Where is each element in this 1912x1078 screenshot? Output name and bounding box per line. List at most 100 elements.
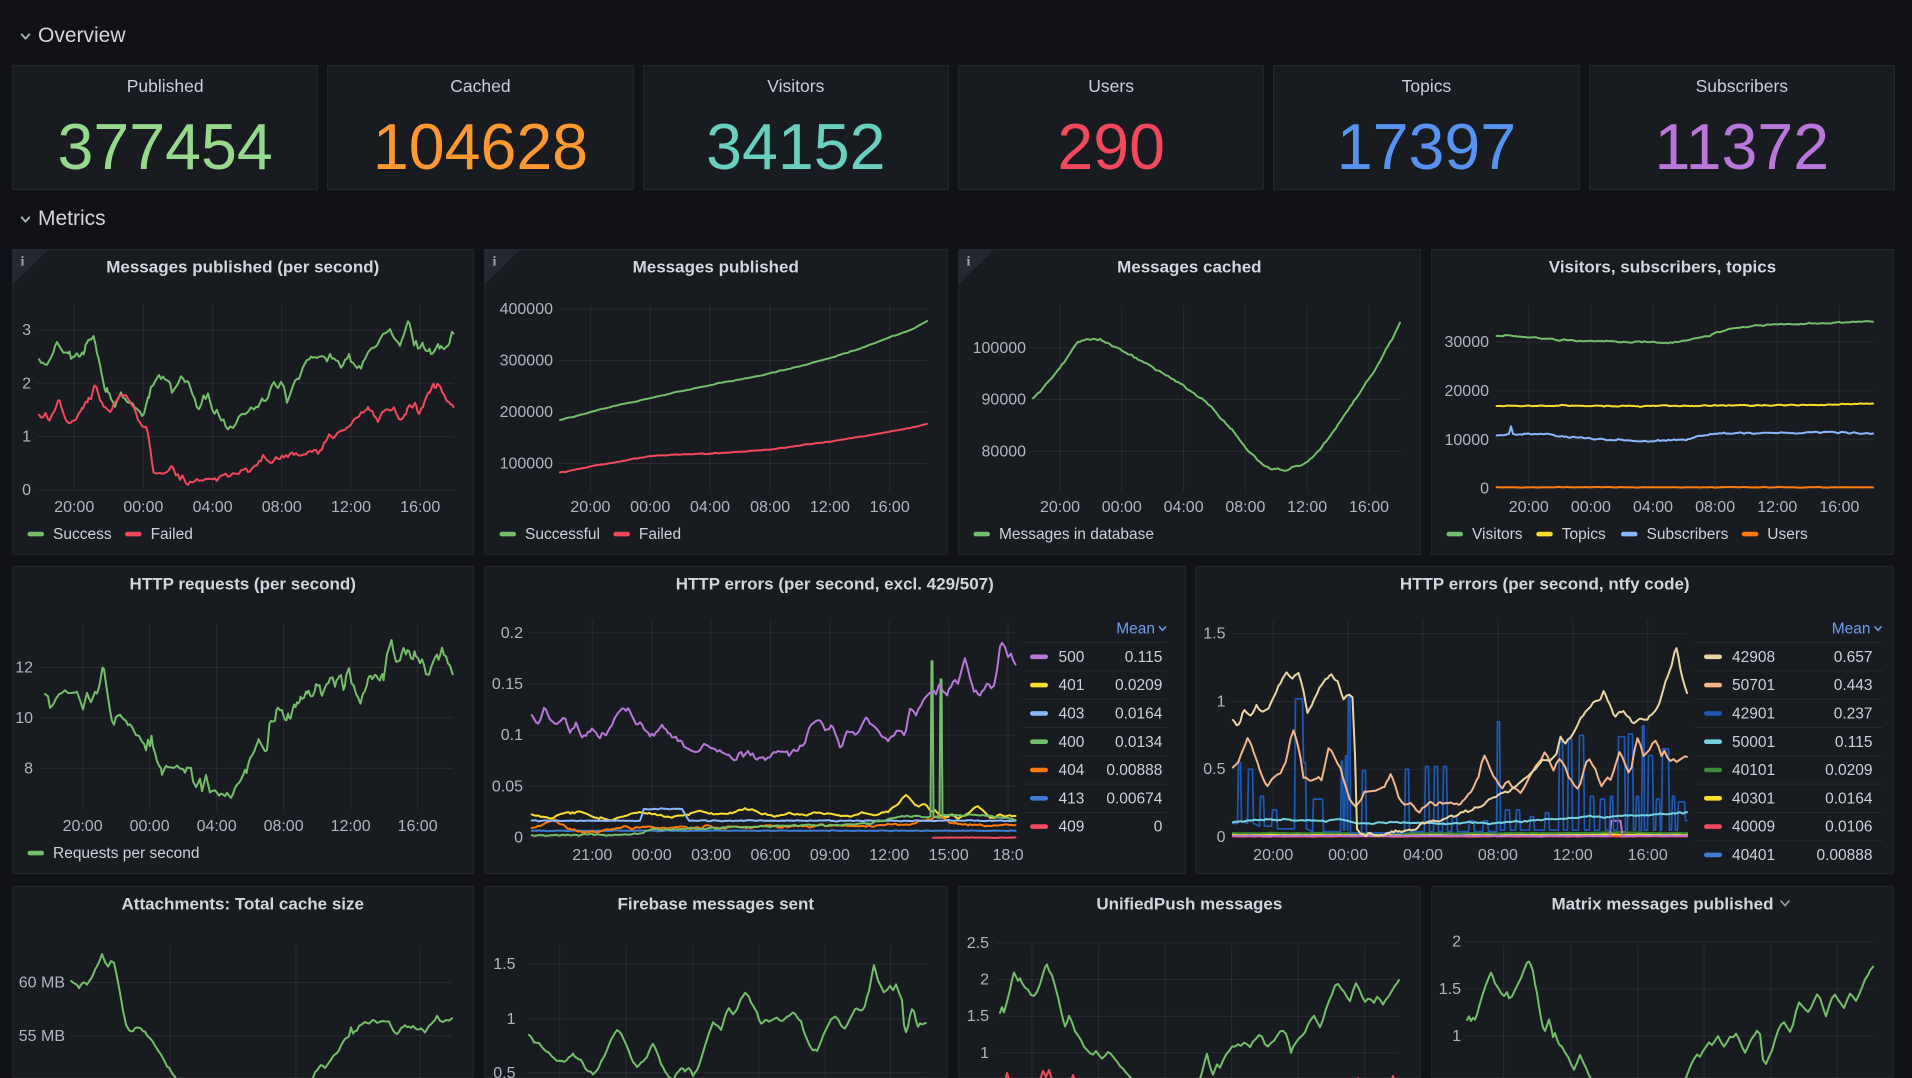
svg-text:0: 0 xyxy=(22,482,31,499)
svg-text:0.115: 0.115 xyxy=(1125,649,1163,666)
svg-text:12:00: 12:00 xyxy=(869,847,909,864)
svg-text:00:00: 00:00 xyxy=(123,499,163,516)
svg-text:HTTP errors (per second, excl.: HTTP errors (per second, excl. 429/507) xyxy=(676,575,994,594)
svg-text:200000: 200000 xyxy=(500,404,553,421)
svg-text:300000: 300000 xyxy=(500,353,553,370)
svg-text:1: 1 xyxy=(1452,1028,1461,1045)
svg-text:Subscribers: Subscribers xyxy=(1647,526,1729,543)
svg-text:08:00: 08:00 xyxy=(1695,499,1735,516)
svg-text:10: 10 xyxy=(15,710,33,727)
svg-text:UnifiedPush messages: UnifiedPush messages xyxy=(1096,895,1282,914)
svg-text:Visitors, subscribers, topics: Visitors, subscribers, topics xyxy=(1549,258,1776,277)
svg-text:100000: 100000 xyxy=(500,456,553,473)
svg-text:100000: 100000 xyxy=(973,340,1026,357)
svg-text:413: 413 xyxy=(1059,790,1085,807)
svg-text:409: 409 xyxy=(1059,819,1085,836)
svg-text:0: 0 xyxy=(514,830,523,847)
svg-text:Firebase messages sent: Firebase messages sent xyxy=(617,895,814,914)
svg-text:Messages in database: Messages in database xyxy=(999,526,1154,543)
svg-text:20:00: 20:00 xyxy=(63,818,103,835)
svg-text:03:00: 03:00 xyxy=(691,847,731,864)
svg-text:0.0134: 0.0134 xyxy=(1115,734,1163,751)
svg-text:500: 500 xyxy=(1059,649,1085,666)
svg-text:42908: 42908 xyxy=(1732,649,1775,666)
svg-text:08:00: 08:00 xyxy=(1477,847,1517,864)
svg-text:0.657: 0.657 xyxy=(1833,649,1872,666)
svg-text:0: 0 xyxy=(1154,819,1163,836)
svg-text:16:00: 16:00 xyxy=(1349,499,1389,516)
svg-text:1.5: 1.5 xyxy=(967,1008,989,1025)
svg-text:Visitors: Visitors xyxy=(1472,526,1523,543)
svg-text:06:00: 06:00 xyxy=(750,847,790,864)
svg-text:0.2: 0.2 xyxy=(501,625,523,642)
svg-text:1.5: 1.5 xyxy=(1439,981,1461,998)
svg-text:08:00: 08:00 xyxy=(1225,499,1265,516)
svg-text:2: 2 xyxy=(1452,934,1461,951)
svg-text:60 MB: 60 MB xyxy=(19,975,65,992)
svg-text:40101: 40101 xyxy=(1732,762,1775,779)
svg-text:0.443: 0.443 xyxy=(1833,677,1872,694)
svg-text:Failed: Failed xyxy=(151,526,193,543)
svg-text:0.05: 0.05 xyxy=(492,778,523,795)
svg-text:Success: Success xyxy=(53,526,112,543)
svg-text:16:00: 16:00 xyxy=(400,499,440,516)
svg-text:20:00: 20:00 xyxy=(54,499,94,516)
svg-text:00:00: 00:00 xyxy=(632,847,672,864)
svg-text:Messages published (per second: Messages published (per second) xyxy=(106,258,379,277)
svg-text:1: 1 xyxy=(980,1045,989,1062)
svg-text:08:00: 08:00 xyxy=(264,818,304,835)
svg-text:401: 401 xyxy=(1059,677,1085,694)
svg-text:400: 400 xyxy=(1059,734,1085,751)
svg-text:09:00: 09:00 xyxy=(810,847,850,864)
svg-text:0.0164: 0.0164 xyxy=(1115,706,1163,723)
svg-text:20:00: 20:00 xyxy=(570,499,610,516)
svg-text:0.237: 0.237 xyxy=(1833,706,1872,723)
svg-text:12:00: 12:00 xyxy=(1552,847,1592,864)
svg-text:12:00: 12:00 xyxy=(1287,499,1327,516)
svg-text:04:00: 04:00 xyxy=(690,499,730,516)
svg-text:2: 2 xyxy=(22,375,31,392)
svg-text:8: 8 xyxy=(24,760,33,777)
svg-text:1.5: 1.5 xyxy=(1203,626,1225,643)
svg-text:90000: 90000 xyxy=(982,391,1027,408)
svg-text:HTTP errors (per second, ntfy: HTTP errors (per second, ntfy code) xyxy=(1399,575,1689,594)
svg-text:50701: 50701 xyxy=(1732,677,1775,694)
svg-text:30000: 30000 xyxy=(1445,334,1490,351)
svg-text:400000: 400000 xyxy=(500,301,553,318)
svg-text:0.115: 0.115 xyxy=(1834,734,1872,751)
svg-text:04:00: 04:00 xyxy=(197,818,237,835)
svg-text:Messages published: Messages published xyxy=(633,258,799,277)
svg-text:04:00: 04:00 xyxy=(1402,847,1442,864)
svg-text:12:00: 12:00 xyxy=(810,499,850,516)
svg-text:Attachments: Total cache size: Attachments: Total cache size xyxy=(122,895,364,914)
svg-text:Users: Users xyxy=(1767,526,1808,543)
svg-text:HTTP requests (per second): HTTP requests (per second) xyxy=(130,575,356,594)
svg-text:00:00: 00:00 xyxy=(1328,847,1368,864)
svg-text:Topics: Topics xyxy=(1562,526,1606,543)
svg-text:404: 404 xyxy=(1059,762,1085,779)
svg-text:i: i xyxy=(967,255,971,270)
svg-text:00:00: 00:00 xyxy=(130,818,170,835)
svg-text:Successful: Successful xyxy=(525,526,600,543)
svg-text:40401: 40401 xyxy=(1732,847,1775,864)
svg-text:i: i xyxy=(493,255,497,270)
svg-text:08:00: 08:00 xyxy=(262,499,302,516)
svg-text:0.00674: 0.00674 xyxy=(1106,790,1162,807)
svg-text:21:00: 21:00 xyxy=(572,847,612,864)
svg-text:20:00: 20:00 xyxy=(1253,847,1293,864)
svg-text:15:00: 15:00 xyxy=(929,847,969,864)
svg-text:16:00: 16:00 xyxy=(398,818,438,835)
svg-text:0: 0 xyxy=(1480,481,1489,498)
svg-text:20000: 20000 xyxy=(1445,383,1490,400)
svg-text:20:00: 20:00 xyxy=(1040,499,1080,516)
svg-text:12:00: 12:00 xyxy=(1757,499,1797,516)
svg-text:3: 3 xyxy=(22,322,31,339)
svg-text:12:00: 12:00 xyxy=(331,818,371,835)
svg-text:42901: 42901 xyxy=(1732,706,1775,723)
svg-text:12: 12 xyxy=(15,659,33,676)
svg-text:403: 403 xyxy=(1059,706,1085,723)
svg-text:00:00: 00:00 xyxy=(630,499,670,516)
svg-text:1: 1 xyxy=(507,1011,516,1028)
svg-text:Mean: Mean xyxy=(1831,620,1870,637)
svg-text:40301: 40301 xyxy=(1732,790,1775,807)
